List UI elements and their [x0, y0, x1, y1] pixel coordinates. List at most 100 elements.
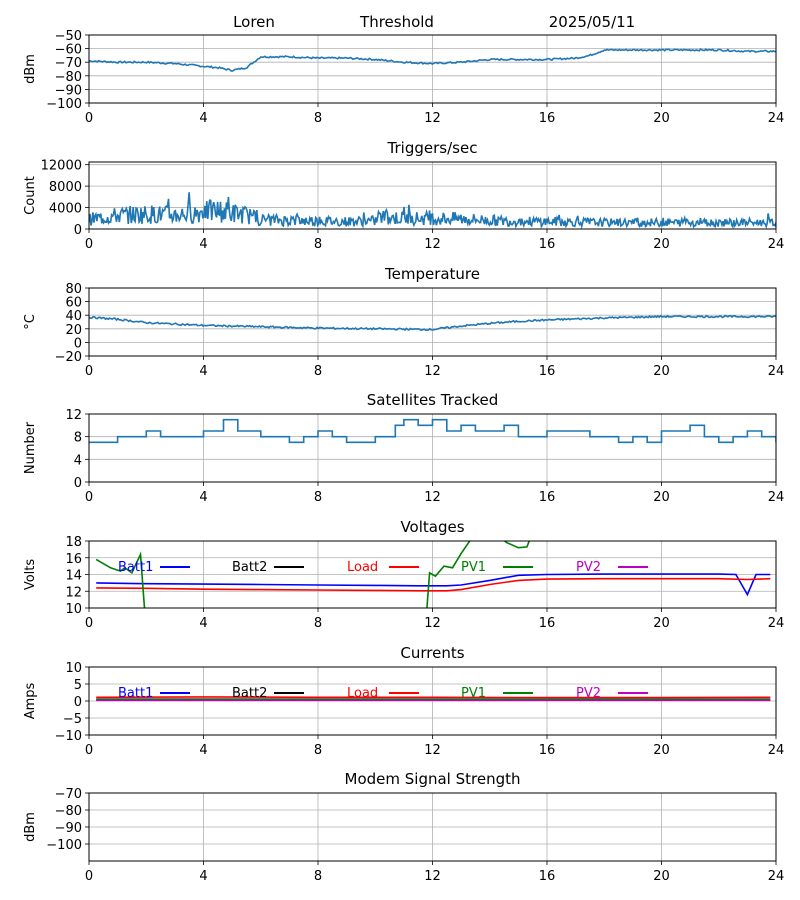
panel-5-title: Currents	[400, 644, 464, 662]
panel-4-xtick-label: 12	[424, 616, 441, 631]
panel-4-ytick-label: 14	[65, 569, 82, 584]
panel-4-legend-load-label: Load	[347, 560, 378, 575]
panel-1-frame	[88, 161, 777, 230]
panel-4-legend-batt2-label: Batt2	[232, 560, 267, 575]
panel-2-xtick-label: 24	[768, 364, 785, 379]
panel-4-xtick-label: 24	[768, 616, 785, 631]
panel-2-ytick-label: 0	[74, 336, 82, 351]
panel-0-ytick-label: −80	[55, 70, 82, 85]
panel-2-ytick-label: 60	[65, 296, 82, 311]
panel-3-xtick-label: 0	[85, 490, 93, 505]
panel-5-frame	[88, 666, 777, 736]
panel-2-ylabel: °C	[23, 314, 38, 330]
panel-3-ylabel: Number	[23, 421, 38, 474]
panel-5-ylabel: Amps	[23, 682, 38, 719]
panel-2-xtick-label: 12	[424, 364, 441, 379]
panel-0-xtick-label: 0	[85, 111, 93, 126]
panel-4-series-batt1-line	[96, 573, 771, 597]
panel-0-ytick-label: −90	[55, 83, 82, 98]
panel-0-series-line-line	[89, 48, 776, 72]
panel-5-xtick-label: 8	[314, 743, 322, 758]
panel-1-series-line-line	[89, 192, 776, 229]
panel-2-ytick-label: 80	[65, 282, 82, 297]
panel-4-ytick-label: 16	[65, 552, 82, 567]
panel-3-xtick-label: 12	[424, 490, 441, 505]
panel-3-xtick-label: 4	[199, 490, 207, 505]
panel-1-title: Triggers/sec	[387, 139, 478, 157]
panel-6-xtick-label: 0	[85, 869, 93, 884]
panel-5-legend-pv1-label: PV1	[461, 686, 486, 701]
panel-0-xtick-label: 24	[768, 111, 785, 126]
panel-2-xtick-label: 20	[653, 364, 670, 379]
panel-2-xtick-label: 0	[85, 364, 93, 379]
panel-0-ytick-label: −60	[55, 43, 82, 58]
panel-0-xtick-label: 20	[653, 111, 670, 126]
panel-6-xtick-label: 20	[653, 869, 670, 884]
header-date: 2025/05/11	[549, 13, 635, 31]
panel-6-ytick-label: −80	[55, 804, 82, 819]
panel-1-ylabel: Count	[23, 176, 38, 215]
panel-6-xtick-label: 12	[424, 869, 441, 884]
panel-5-xtick-label: 0	[85, 743, 93, 758]
panel-4-ytick-label: 18	[65, 535, 82, 550]
panel-1-xtick-label: 24	[768, 237, 785, 252]
panel-3-ytick-label: 0	[74, 476, 82, 491]
panel-6-ytick-label: −70	[55, 787, 82, 802]
panel-3-series-line-line	[89, 418, 776, 444]
panel-6-ylabel: dBm	[23, 812, 38, 842]
panel-4-ytick-label: 12	[65, 585, 82, 600]
panel-6-frame	[88, 792, 777, 862]
panel-3-title: Satellites Tracked	[367, 391, 498, 409]
panel-5-xtick-label: 20	[653, 743, 670, 758]
panel-3-ytick-label: 12	[65, 408, 82, 423]
panel-1-ytick-label: 4000	[49, 202, 82, 217]
panel-0-xtick-label: 16	[539, 111, 556, 126]
panel-6-ytick-label: −100	[46, 838, 82, 853]
panel-2-ytick-label: 20	[65, 323, 82, 338]
panel-5-ytick-label: 0	[74, 695, 82, 710]
panel-1-ytick-label: 0	[74, 223, 82, 238]
panel-0-ylabel: dBm	[23, 54, 38, 84]
panel-0-xtick-label: 12	[424, 111, 441, 126]
panel-3-frame	[88, 413, 777, 483]
panel-1-xtick-label: 16	[539, 237, 556, 252]
panel-4-legend-pv2-label: PV2	[576, 560, 601, 575]
panel-2-xtick-label: 16	[539, 364, 556, 379]
panel-5-xtick-label: 12	[424, 743, 441, 758]
panel-2-ytick-label: −20	[55, 350, 82, 365]
panel-2-series-line-line	[89, 314, 776, 332]
panel-1-ytick-label: 12000	[41, 159, 82, 174]
panel-5-ytick-label: 10	[65, 661, 82, 676]
panel-1-xtick-label: 4	[199, 237, 207, 252]
panel-2-ytick-label: 40	[65, 309, 82, 324]
panel-5-legend-batt2-label: Batt2	[232, 686, 267, 701]
panel-4-xtick-label: 16	[539, 616, 556, 631]
panel-0-xtick-label: 8	[314, 111, 322, 126]
panel-4-series-pv1-line	[95, 541, 531, 608]
panel-6-title: Modem Signal Strength	[345, 770, 521, 788]
panel-0-ytick-label: −70	[55, 56, 82, 71]
panel-5-legend-batt1-label: Batt1	[118, 686, 153, 701]
panel-3-ytick-label: 4	[74, 453, 82, 468]
panel-0-ytick-label: −100	[46, 97, 82, 112]
panel-5-series-load-line	[96, 696, 771, 699]
panel-0-xtick-label: 4	[199, 111, 207, 126]
panel-4-legend-batt1-label: Batt1	[118, 560, 153, 575]
panel-6-xtick-label: 24	[768, 869, 785, 884]
panel-4-xtick-label: 8	[314, 616, 322, 631]
panel-0-frame	[88, 34, 777, 104]
panel-4-title: Voltages	[400, 518, 464, 536]
panel-2-title: Temperature	[384, 265, 480, 283]
panel-5-legend-pv2-label: PV2	[576, 686, 601, 701]
panel-4-frame	[88, 540, 777, 609]
panel-5-xtick-label: 16	[539, 743, 556, 758]
panel-4-series-load-line	[96, 577, 771, 592]
panel-1-xtick-label: 8	[314, 237, 322, 252]
panel-3-xtick-label: 16	[539, 490, 556, 505]
panel-5-ytick-label: 5	[74, 678, 82, 693]
panel-4-xtick-label: 4	[199, 616, 207, 631]
panel-6-ytick-label: −90	[55, 821, 82, 836]
panel-5-ytick-label: −5	[63, 712, 82, 727]
panel-4-legend-pv1-label: PV1	[461, 560, 486, 575]
